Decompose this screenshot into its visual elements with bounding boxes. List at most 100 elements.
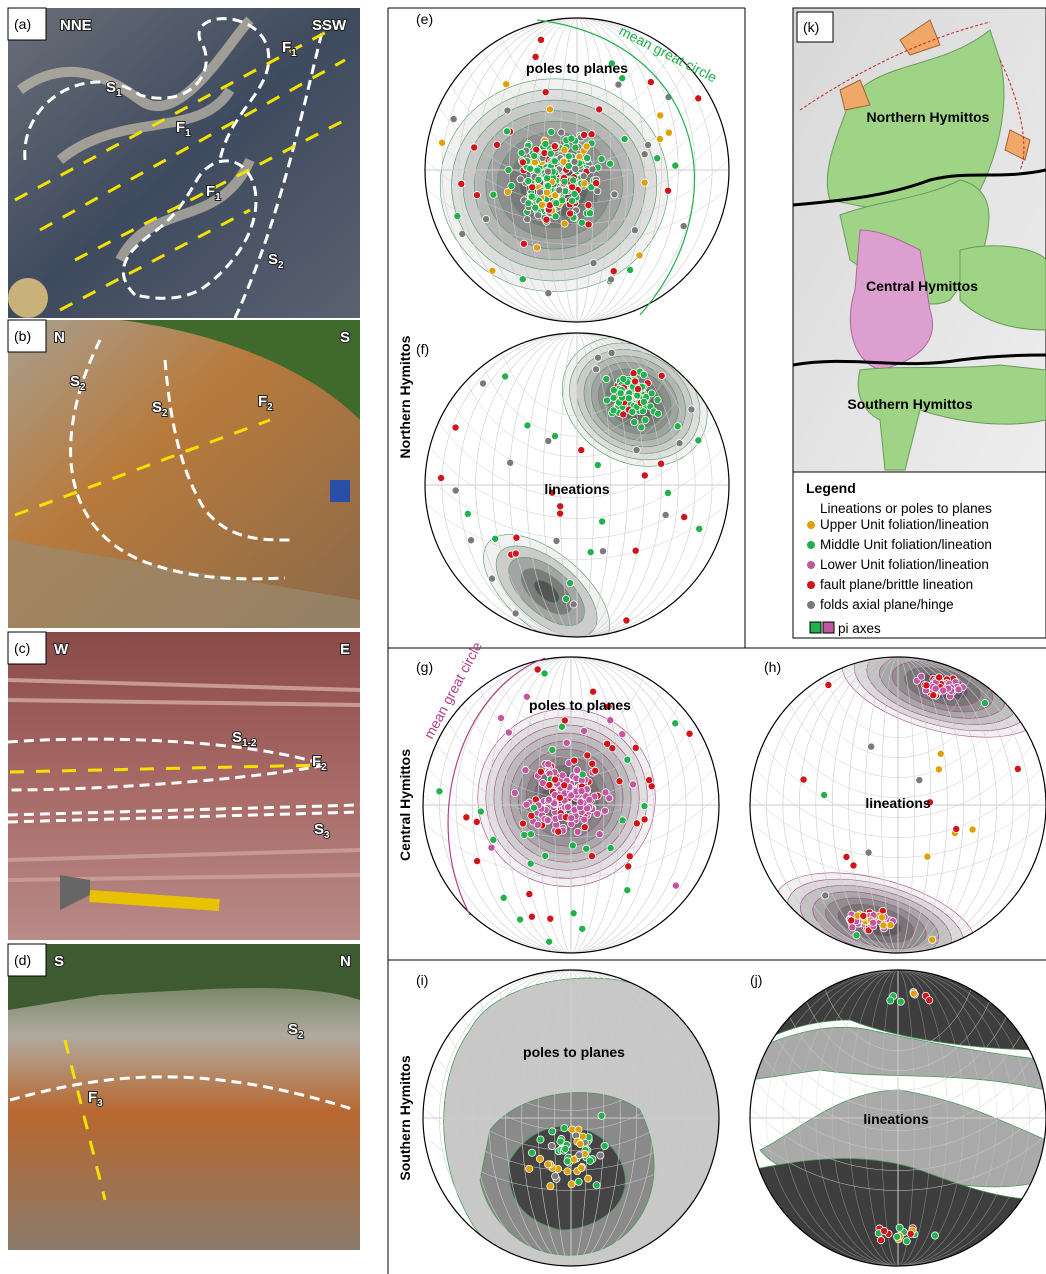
data-point: [665, 129, 672, 136]
data-point: [647, 78, 654, 85]
label-part: 2: [321, 762, 327, 773]
data-point: [865, 849, 872, 856]
photo-b: [8, 320, 360, 628]
data-point: [534, 167, 541, 174]
data-point: [570, 601, 577, 608]
data-point: [631, 227, 638, 234]
data-point: [935, 674, 942, 681]
data-point: [537, 1136, 544, 1143]
data-point: [681, 513, 688, 520]
data-point: [619, 731, 626, 738]
data-point: [459, 230, 466, 237]
data-point: [492, 535, 499, 542]
data-point: [517, 176, 524, 183]
data-point: [577, 1140, 584, 1147]
text-shape: (d): [14, 952, 31, 968]
data-point: [505, 729, 512, 736]
data-point: [557, 1138, 564, 1145]
text-shape: poles to planes: [529, 697, 631, 713]
data-point: [572, 165, 579, 172]
data-point: [578, 447, 585, 454]
data-point: [644, 141, 651, 148]
data-point: [568, 135, 575, 142]
data-point: [564, 803, 571, 810]
text-shape: pi axes: [838, 621, 881, 636]
data-point: [551, 432, 558, 439]
data-point: [583, 845, 590, 852]
data-point: [588, 853, 595, 860]
data-point: [625, 863, 632, 870]
data-point: [535, 176, 542, 183]
label-part: 1-2: [242, 738, 257, 749]
data-point: [608, 349, 615, 356]
data-point: [528, 913, 535, 920]
data-point: [538, 201, 545, 208]
label-part: 1: [215, 192, 221, 203]
data-point: [931, 1232, 938, 1239]
data-point: [458, 180, 465, 187]
data-point: [479, 380, 486, 387]
data-point: [654, 396, 661, 403]
text-shape: S: [340, 329, 350, 346]
data-point: [571, 757, 578, 764]
data-point: [542, 852, 549, 859]
data-point: [572, 144, 579, 151]
data-point: [607, 844, 614, 851]
label-part: S: [288, 1021, 298, 1038]
text-shape: W: [54, 641, 69, 658]
data-point: [632, 547, 639, 554]
data-point: [632, 744, 639, 751]
data-point: [564, 1168, 571, 1175]
data-point: [561, 782, 568, 789]
data-point: [568, 1181, 575, 1188]
text-shape: (j): [750, 972, 762, 988]
data-point: [526, 890, 533, 897]
data-point: [473, 192, 480, 199]
data-point: [610, 394, 617, 401]
data-point: [473, 818, 480, 825]
data-point: [536, 189, 543, 196]
text-shape: N: [340, 953, 351, 970]
data-point: [537, 768, 544, 775]
text-shape: NNE: [60, 17, 92, 34]
data-point: [482, 215, 489, 222]
data-point: [563, 739, 570, 746]
data-point: [474, 857, 481, 864]
data-point: [571, 190, 578, 197]
data-point: [593, 1182, 600, 1189]
data-point: [497, 714, 504, 721]
data-point: [544, 1161, 551, 1168]
data-point: [825, 681, 832, 688]
data-point: [450, 115, 457, 122]
photo-c: [8, 632, 360, 940]
legend-label: Lower Unit foliation/lineation: [820, 557, 989, 572]
label-part: F: [176, 119, 185, 136]
data-point: [547, 915, 554, 922]
legend-label: fault plane/brittle lineation: [820, 577, 973, 592]
data-point: [633, 820, 640, 827]
data-point: [594, 354, 601, 361]
data-point: [535, 212, 542, 219]
data-point: [596, 831, 603, 838]
data-point: [519, 820, 526, 827]
text-shape: Central Hymittos: [866, 278, 978, 294]
data-point: [527, 165, 534, 172]
data-point: [868, 743, 875, 750]
data-point: [695, 95, 702, 102]
data-point: [544, 817, 551, 824]
data-point: [932, 685, 939, 692]
data-point: [520, 240, 527, 247]
data-point: [878, 914, 885, 921]
data-point: [590, 259, 597, 266]
data-point: [598, 1112, 605, 1119]
data-point: [662, 511, 669, 518]
data-point: [657, 460, 664, 467]
data-point: [556, 794, 563, 801]
data-point: [641, 803, 648, 810]
data-point: [599, 548, 606, 555]
data-point: [880, 1227, 887, 1234]
data-point: [589, 760, 596, 767]
data-point: [546, 938, 553, 945]
data-point: [507, 459, 514, 466]
data-point: [569, 177, 576, 184]
